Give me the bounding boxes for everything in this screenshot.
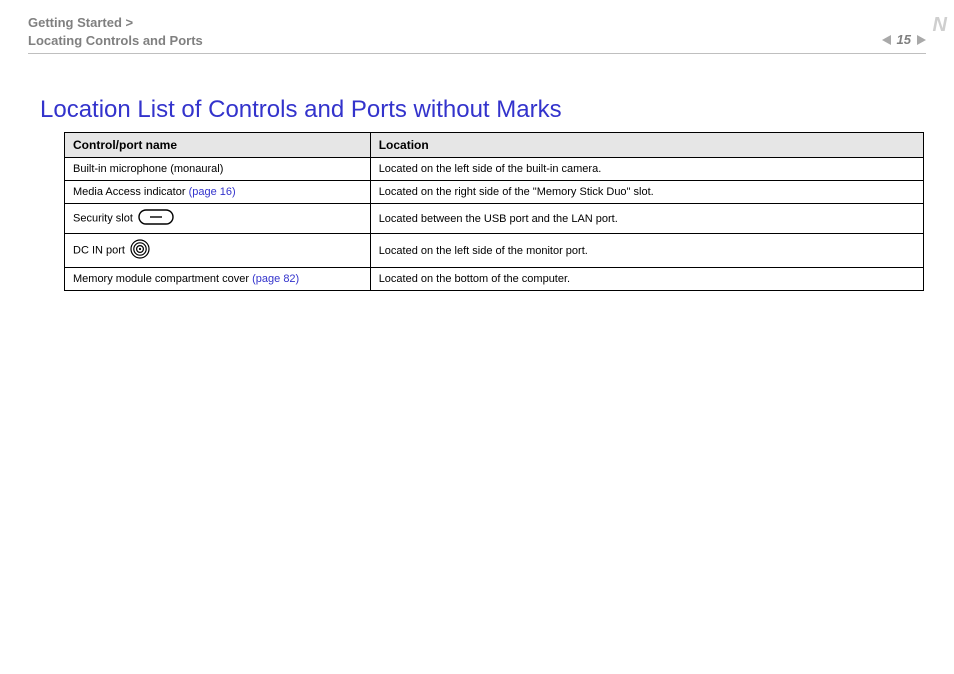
control-name-text: DC IN port bbox=[73, 245, 125, 257]
table-row: Memory module compartment cover (page 82… bbox=[65, 268, 924, 291]
cell-location: Located on the bottom of the computer. bbox=[370, 268, 923, 291]
breadcrumb-line-2: Locating Controls and Ports bbox=[28, 33, 203, 48]
cell-control-name: Built-in microphone (monaural) bbox=[65, 158, 371, 181]
control-name-text: Memory module compartment cover bbox=[73, 273, 249, 285]
prev-page-arrow-icon[interactable] bbox=[882, 35, 891, 45]
control-name-text: Built-in microphone (monaural) bbox=[73, 163, 223, 175]
table-row: Built-in microphone (monaural) Located o… bbox=[65, 158, 924, 181]
page-ref-link[interactable]: (page 82) bbox=[252, 273, 299, 285]
dc-in-icon bbox=[130, 239, 150, 262]
cell-location: Located on the right side of the "Memory… bbox=[370, 181, 923, 204]
security-slot-icon bbox=[138, 209, 174, 228]
cell-control-name: Memory module compartment cover (page 82… bbox=[65, 268, 371, 291]
page-number: 15 bbox=[897, 32, 911, 47]
header-divider bbox=[28, 53, 926, 54]
page-ref-link[interactable]: (page 16) bbox=[189, 186, 236, 198]
cell-location: Located on the left side of the monitor … bbox=[370, 234, 923, 268]
control-name-text: Security slot bbox=[73, 213, 133, 225]
page-navigation: 15 bbox=[882, 32, 926, 47]
cell-location: Located between the USB port and the LAN… bbox=[370, 204, 923, 234]
table-row: DC IN port Located on the left side of t… bbox=[65, 234, 924, 268]
cell-location: Located on the left side of the built-in… bbox=[370, 158, 923, 181]
cell-control-name: Media Access indicator (page 16) bbox=[65, 181, 371, 204]
table-row: Security slot Located between the USB po… bbox=[65, 204, 924, 234]
page-header: Getting Started > Locating Controls and … bbox=[28, 14, 926, 49]
col-header-location: Location bbox=[370, 133, 923, 158]
manual-page: N Getting Started > Locating Controls an… bbox=[0, 0, 954, 674]
next-page-arrow-icon[interactable] bbox=[917, 35, 926, 45]
table-header-row: Control/port name Location bbox=[65, 133, 924, 158]
cell-control-name: DC IN port bbox=[65, 234, 371, 268]
breadcrumb: Getting Started > Locating Controls and … bbox=[28, 14, 203, 49]
corner-n-mark: N bbox=[933, 14, 946, 37]
controls-ports-table: Control/port name Location Built-in micr… bbox=[64, 132, 924, 291]
breadcrumb-line-1: Getting Started > bbox=[28, 15, 133, 30]
col-header-name: Control/port name bbox=[65, 133, 371, 158]
control-name-text: Media Access indicator bbox=[73, 186, 186, 198]
table-row: Media Access indicator (page 16) Located… bbox=[65, 181, 924, 204]
page-title: Location List of Controls and Ports with… bbox=[40, 96, 926, 124]
cell-control-name: Security slot bbox=[65, 204, 371, 234]
